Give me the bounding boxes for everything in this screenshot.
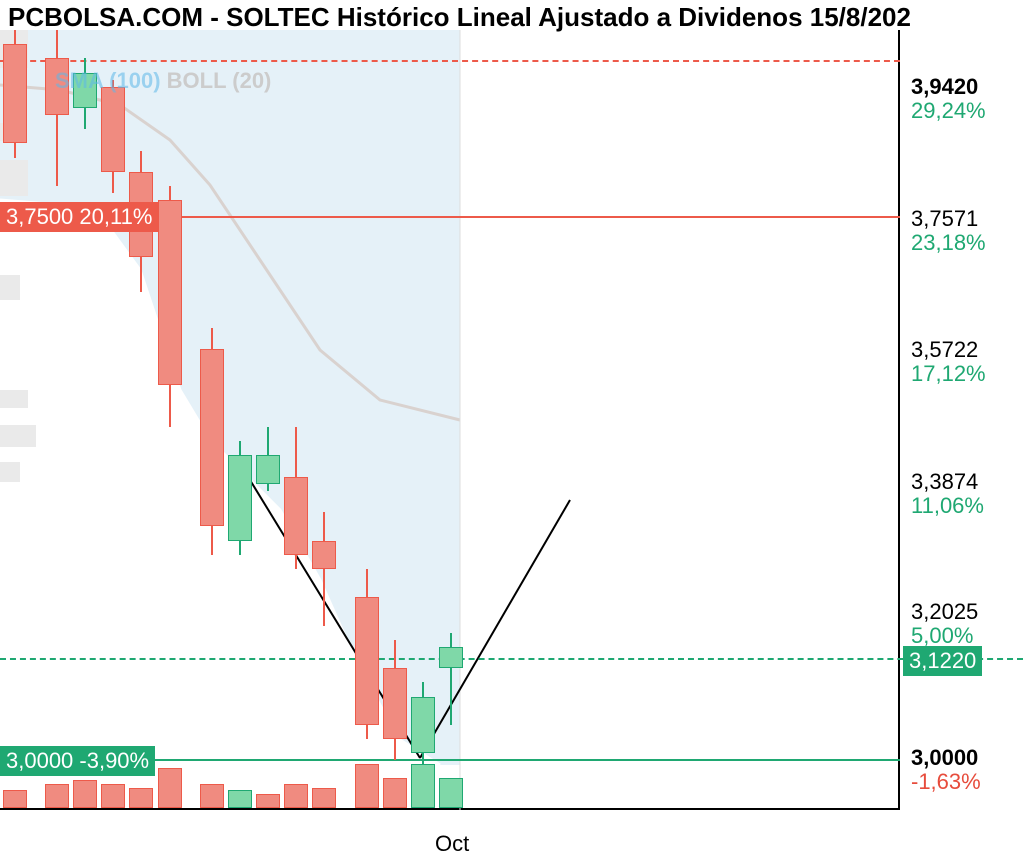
y-axis-value: 3,3874	[911, 470, 984, 494]
volume-bar	[439, 778, 463, 808]
volume-bar	[101, 784, 125, 808]
candle[interactable]	[200, 328, 224, 555]
y-axis-percent: 29,24%	[911, 99, 986, 123]
volume-bar	[256, 794, 280, 808]
sma-indicator-label: SMA (100)	[55, 68, 161, 93]
price-level-line	[0, 658, 1023, 660]
y-axis-percent: 23,18%	[911, 231, 986, 255]
candle[interactable]	[284, 427, 308, 569]
indicator-labels: SMA (100) BOLL (20)	[55, 68, 271, 94]
candle[interactable]	[439, 633, 463, 725]
y-axis-tick: 3,387411,06%	[911, 470, 984, 518]
candle[interactable]	[45, 30, 69, 186]
y-axis-percent: 17,12%	[911, 362, 986, 386]
price-level-badge: 3,0000 -3,90%	[0, 746, 155, 776]
volume-profile-bar	[0, 390, 28, 408]
volume-bar	[383, 778, 407, 808]
candle[interactable]	[256, 427, 280, 491]
volume-bar	[200, 784, 224, 808]
volume-profile-bar	[0, 425, 36, 447]
y-axis-value: 3,7571	[911, 207, 986, 231]
chart-plot-area[interactable]: 3,7500 20,11%3,0000 -3,90%3,1220 SMA (10…	[0, 30, 900, 810]
volume-profile-bar	[0, 275, 20, 300]
volume-bar	[312, 788, 336, 808]
volume-bar	[73, 780, 97, 808]
y-axis-tick: 3,0000-1,63%	[911, 746, 981, 794]
y-axis-percent: -1,63%	[911, 770, 981, 794]
y-axis-tick: 3,757123,18%	[911, 207, 986, 255]
price-level-line	[0, 60, 900, 62]
y-axis-percent: 5,00%	[911, 624, 978, 648]
candle[interactable]	[101, 80, 125, 193]
volume-bar	[228, 790, 252, 808]
boll-indicator-label: BOLL (20)	[167, 68, 272, 93]
volume-bar	[355, 764, 379, 808]
volume-bar	[45, 784, 69, 808]
volume-bar	[158, 768, 182, 808]
candle[interactable]	[383, 640, 407, 761]
volume-bar	[411, 764, 435, 808]
chart-container: PCBOLSA.COM - SOLTEC Histórico Lineal Aj…	[0, 0, 1023, 863]
y-axis-value: 3,0000	[911, 746, 981, 770]
y-axis-tick: 3,572217,12%	[911, 338, 986, 386]
y-axis-value: 3,9420	[911, 75, 986, 99]
candle[interactable]	[355, 569, 379, 739]
volume-profile-bar	[0, 462, 20, 482]
volume-bar	[284, 784, 308, 808]
y-axis-tick: 3,942029,24%	[911, 75, 986, 123]
volume-profile-bar	[0, 160, 28, 196]
y-axis-value: 3,2025	[911, 600, 978, 624]
y-axis: 3,942029,24% 3,757123,18% 3,572217,12% 3,38…	[903, 30, 1023, 810]
candle[interactable]	[228, 441, 252, 554]
price-level-badge: 3,7500 20,11%	[0, 202, 158, 232]
volume-bar	[129, 788, 153, 808]
y-axis-percent: 11,06%	[911, 494, 984, 518]
candle[interactable]	[158, 186, 182, 427]
chart-title: PCBOLSA.COM - SOLTEC Histórico Lineal Aj…	[8, 2, 911, 33]
y-axis-value: 3,5722	[911, 338, 986, 362]
candle[interactable]	[411, 682, 435, 767]
y-axis-tick: 3,20255,00%	[911, 600, 978, 648]
volume-bar	[3, 790, 27, 808]
x-axis-label: Oct	[435, 831, 469, 857]
candle[interactable]	[3, 30, 27, 158]
candle[interactable]	[312, 512, 336, 625]
